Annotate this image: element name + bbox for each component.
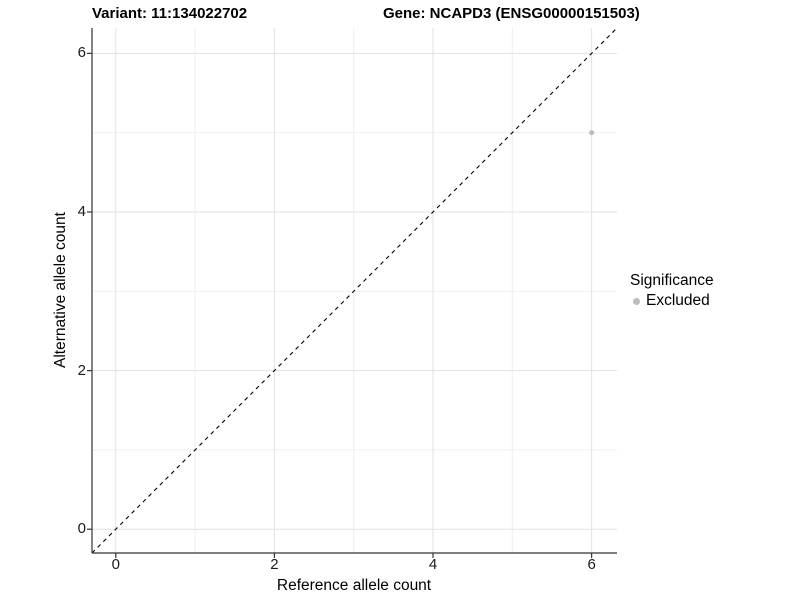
legend: Significance Excluded	[630, 271, 714, 311]
gene-title: Gene: NCAPD3 (ENSG00000151503)	[383, 5, 640, 22]
y-tick-label: 6	[77, 44, 86, 62]
legend-point-icon	[633, 297, 640, 305]
identity-dashed-line	[91, 27, 618, 554]
x-tick-label: 4	[428, 556, 438, 573]
x-axis-title: Reference allele count	[276, 577, 432, 594]
legend-title: Significance	[630, 272, 714, 289]
x-tick-label: 6	[587, 556, 596, 573]
y-tick-label: 0	[77, 520, 86, 538]
tick-marks	[87, 52, 593, 558]
variant-title: Variant: 11:134022702	[92, 5, 248, 22]
major-gridlines	[92, 28, 617, 553]
minor-gridlines	[92, 28, 617, 553]
x-tick-label: 2	[270, 556, 279, 573]
y-tick-label: 2	[77, 361, 86, 379]
data-point	[589, 130, 595, 136]
axis-lines	[91, 28, 617, 554]
y-tick-label: 4	[77, 202, 86, 220]
identity-dashed-line	[91, 27, 618, 554]
legend-item-label: Excluded	[646, 292, 710, 309]
data-points	[589, 130, 595, 136]
x-tick-label: 0	[111, 556, 120, 573]
y-axis-title: Alternative allele count	[52, 212, 69, 368]
legend-items: Excluded	[630, 291, 714, 311]
legend-item: Excluded	[630, 291, 714, 311]
